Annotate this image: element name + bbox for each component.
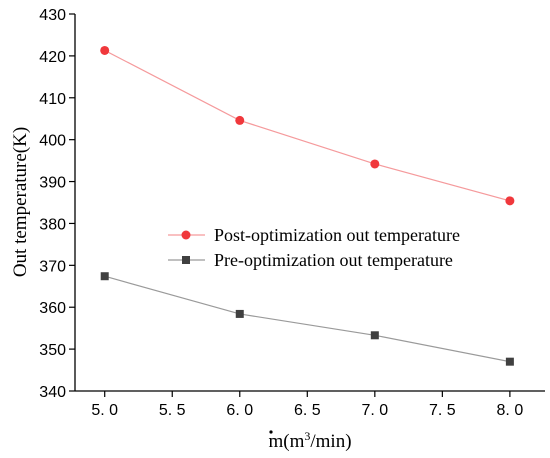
data-point — [370, 159, 380, 169]
x-tick-label: 7. 5 — [429, 402, 456, 419]
data-point — [235, 115, 245, 125]
ticks: 340 350 360 370 380 390 400 410 420 430 5. 0 5. 5 6.… — [39, 7, 523, 419]
x-tick-label: 6. 5 — [294, 402, 321, 419]
legend-label-pre: Pre-optimization out temperature — [214, 250, 453, 270]
x-tick-label: 7. 0 — [361, 402, 388, 419]
data-point — [505, 357, 514, 366]
legend-marker-pre — [182, 256, 190, 264]
data-point — [505, 196, 515, 206]
data-point — [370, 331, 379, 340]
y-axis-title: Out temperature(K) — [10, 127, 31, 277]
axes — [74, 14, 545, 392]
x-tick-label: 6. 0 — [226, 402, 253, 419]
legend-label-post: Post-optimization out temperature — [214, 225, 460, 245]
legend-marker-post — [181, 230, 191, 240]
x-axis-title: m(m3/min) — [268, 429, 351, 452]
series-lines — [104, 49, 511, 363]
series-markers — [100, 45, 515, 366]
series-line-0 — [104, 49, 511, 202]
legend-entry-post: Post-optimization out temperature — [168, 225, 460, 245]
x-axis-title-unit-end: /min) — [310, 431, 351, 452]
legend-entry-pre: Pre-optimization out temperature — [168, 250, 453, 270]
x-axis-title-unit: (m — [283, 431, 304, 452]
data-point — [100, 272, 109, 281]
legend: Post-optimization out temperature Pre-op… — [168, 225, 460, 270]
y-tick-label: 390 — [39, 175, 66, 192]
y-tick-label: 370 — [39, 258, 66, 275]
svg-text:m(m3/min): m(m3/min) — [268, 429, 351, 452]
x-axis-title-dot — [269, 430, 273, 434]
y-tick-label: 400 — [39, 133, 66, 150]
x-tick-label: 8. 0 — [497, 402, 524, 419]
x-tick-label: 5. 0 — [91, 402, 118, 419]
x-tick-label: 5. 5 — [159, 402, 186, 419]
data-point — [100, 45, 110, 55]
data-point — [235, 309, 244, 318]
y-tick-label: 360 — [39, 300, 66, 317]
series-line-1 — [104, 275, 511, 363]
y-tick-label: 380 — [39, 216, 66, 233]
y-tick-label: 420 — [39, 49, 66, 66]
y-tick-label: 430 — [39, 7, 66, 24]
y-tick-label: 410 — [39, 91, 66, 108]
x-axis-title-sup: 3 — [304, 429, 310, 443]
y-tick-label: 340 — [39, 384, 66, 401]
x-axis-title-symbol: m — [268, 431, 283, 452]
y-tick-label: 350 — [39, 342, 66, 359]
